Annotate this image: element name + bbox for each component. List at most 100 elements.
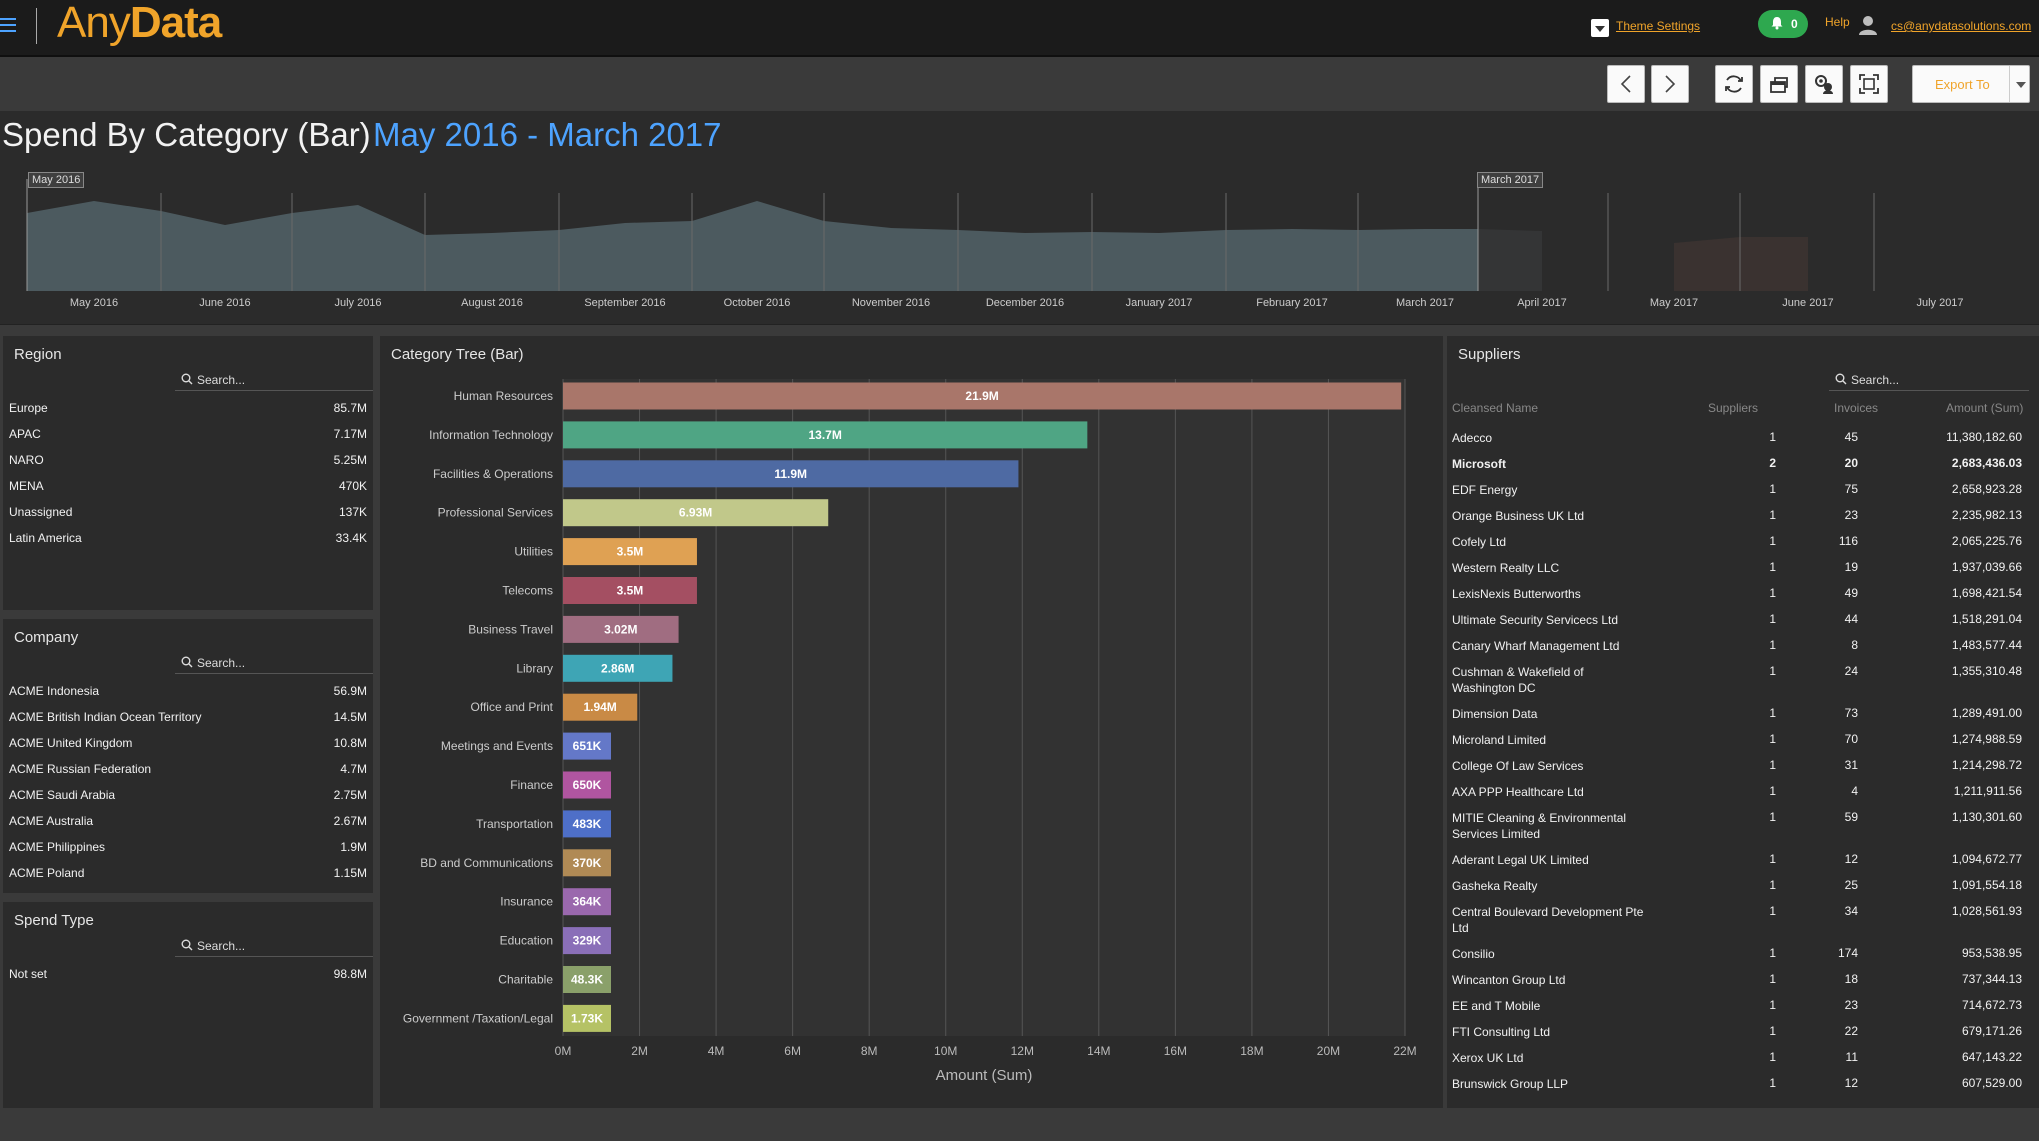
bar[interactable] [563, 888, 611, 916]
company-row[interactable]: ACME Australia 2.67M [9, 808, 367, 834]
spend_type-row[interactable]: Not set 98.8M [9, 961, 367, 987]
company-row[interactable]: ACME United Kingdom 10.8M [9, 730, 367, 756]
next-button[interactable] [1651, 65, 1689, 103]
company-row[interactable]: ACME Saudi Arabia 2.75M [9, 782, 367, 808]
x-tick-label: 18M [1240, 1044, 1263, 1058]
bar[interactable] [563, 538, 697, 566]
column-header-invoices[interactable]: Invoices [1834, 401, 1879, 415]
spend-type-search-input[interactable]: Search... [175, 935, 373, 957]
caret-down-icon[interactable] [2016, 82, 2026, 88]
help-link[interactable]: Help [1825, 15, 1850, 29]
user-icon[interactable] [1857, 14, 1879, 36]
supplier-count: 1 [1769, 998, 1776, 1012]
category-chart-title: Category Tree (Bar) [391, 346, 524, 363]
supplier-name: Cofely Ltd [1452, 535, 1507, 549]
company-panel: Company Search... ACME Indonesia 56.9M ACM… [3, 619, 373, 893]
bar-value-label: 6.93M [679, 506, 712, 520]
column-header-suppliers[interactable]: Suppliers [1708, 401, 1759, 415]
region-row[interactable]: APAC 7.17M [9, 421, 367, 447]
previous-button[interactable] [1607, 65, 1645, 103]
region-search-input[interactable]: Search... [175, 369, 373, 391]
timeline-month-label: May 2016 [69, 297, 119, 309]
bar[interactable] [563, 849, 611, 877]
supplier-amount: 679,171.26 [1961, 1024, 2022, 1038]
export-label: Export To [1935, 77, 1990, 92]
company-row-name: ACME United Kingdom [9, 736, 133, 750]
category-label: Business Travel [468, 622, 553, 636]
company-search-input[interactable]: Search... [175, 652, 373, 674]
bar[interactable] [563, 771, 611, 799]
x-tick-label: 22M [1393, 1044, 1416, 1058]
bar[interactable] [563, 654, 673, 682]
user-email-link[interactable]: cs@anydatasolutions.com [1891, 19, 2032, 33]
category-chart-panel: Category Tree (Bar) 0M 2M 4M 6M 8M 10M 12M 14M 1… [380, 336, 1443, 1108]
bar[interactable] [563, 577, 697, 604]
bar[interactable] [563, 693, 638, 721]
region-row-name: Unassigned [9, 505, 73, 519]
supplier-invoices: 23 [1844, 508, 1858, 522]
layout-button[interactable] [1760, 65, 1798, 103]
company-row[interactable]: ACME British Indian Ocean Territory 14.5M [9, 704, 367, 730]
export-dropdown[interactable]: Export To [1912, 65, 2030, 103]
bar[interactable] [563, 499, 829, 527]
spend_type-row-value: 98.8M [333, 967, 367, 981]
category-label: Meetings and Events [441, 739, 553, 753]
supplier-invoices: 59 [1844, 810, 1858, 824]
timeline-end-label[interactable]: March 2017 [1477, 172, 1544, 188]
logo[interactable]: AnyData [57, 0, 222, 48]
company-row[interactable]: ACME Poland 1.15M [9, 860, 367, 886]
region-title: Region [14, 346, 62, 363]
top-bar: AnyData Theme Settings 0 Help cs@anydata… [0, 0, 2039, 57]
theme-dropdown-icon[interactable] [1591, 19, 1609, 37]
bar[interactable] [563, 810, 611, 838]
theme-settings-link[interactable]: Theme Settings [1616, 19, 1701, 33]
logo-prefix: Any [57, 0, 131, 47]
bar-value-label: 650K [573, 778, 602, 792]
timeline-month-label: February 2017 [1256, 297, 1328, 309]
timeline-brush[interactable]: May 2016 March 2017 May 2016 June 2016 Jul… [0, 163, 2039, 325]
company-row-name: ACME Philippines [9, 840, 106, 854]
category-label: Office and Print [471, 700, 554, 714]
bar-value-label: 13.7M [808, 428, 841, 442]
supplier-amount: 714,672.73 [1961, 998, 2022, 1012]
supplier-count: 1 [1769, 534, 1776, 548]
refresh-button[interactable] [1715, 65, 1753, 103]
region-row[interactable]: Europe 85.7M [9, 395, 367, 421]
bar[interactable] [563, 421, 1088, 449]
bar[interactable] [563, 460, 1019, 488]
bar[interactable] [563, 382, 1402, 410]
settings-button[interactable] [1805, 65, 1843, 103]
supplier-name: Western Realty LLC [1452, 561, 1560, 575]
supplier-name: Orange Business UK Ltd [1452, 509, 1585, 523]
supplier-name: Gasheka Realty [1452, 879, 1538, 893]
notifications-button[interactable]: 0 [1758, 10, 1808, 38]
region-row[interactable]: NARO 5.25M [9, 447, 367, 473]
bar[interactable] [563, 732, 611, 760]
suppliers-search-input[interactable]: Search... [1829, 369, 2029, 391]
timeline-start-label[interactable]: May 2016 [28, 172, 85, 188]
timeline-month-label: July 2017 [1916, 297, 1964, 309]
supplier-invoices: 75 [1844, 482, 1858, 496]
fullscreen-button[interactable] [1850, 65, 1888, 103]
supplier-invoices: 22 [1844, 1024, 1858, 1038]
supplier-invoices: 18 [1844, 972, 1858, 986]
supplier-invoices: 4 [1851, 784, 1858, 798]
region-row[interactable]: Unassigned 137K [9, 499, 367, 525]
bar[interactable] [563, 966, 611, 993]
column-header-amount[interactable]: Amount (Sum) [1946, 401, 2024, 415]
bar-value-label: 3.5M [617, 545, 644, 559]
region-row[interactable]: MENA 470K [9, 473, 367, 499]
company-row[interactable]: ACME Russian Federation 4.7M [9, 756, 367, 782]
timeline-month-label: January 2017 [1125, 297, 1193, 309]
company-row[interactable]: ACME Philippines 1.9M [9, 834, 367, 860]
bar[interactable] [563, 1004, 611, 1032]
supplier-count: 1 [1769, 612, 1776, 626]
bar[interactable] [563, 927, 611, 955]
region-row[interactable]: Latin America 33.4K [9, 525, 367, 551]
company-row[interactable]: ACME Indonesia 56.9M [9, 678, 367, 704]
bar[interactable] [563, 615, 679, 643]
column-header-cleansed-name[interactable]: Cleansed Name [1452, 401, 1539, 415]
hamburger-menu-icon[interactable] [0, 18, 16, 34]
footer [0, 1111, 2039, 1141]
company-row-name: ACME Indonesia [9, 684, 100, 698]
